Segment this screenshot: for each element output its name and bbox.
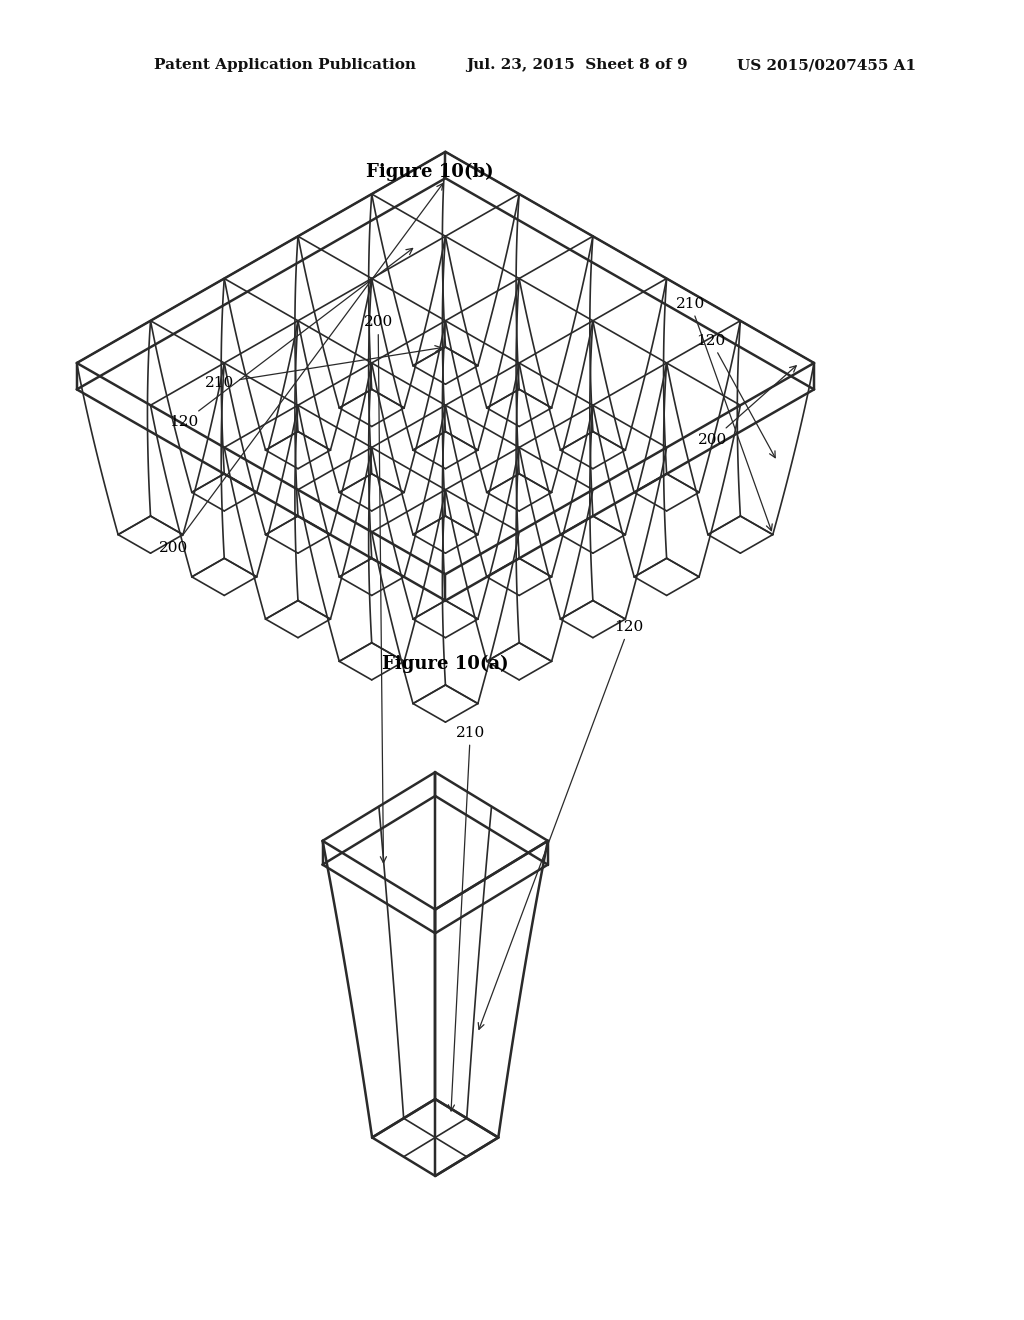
Text: 200: 200 <box>698 366 797 446</box>
Text: 210: 210 <box>205 346 441 389</box>
Text: 120: 120 <box>169 248 413 429</box>
Text: Figure 10(b): Figure 10(b) <box>367 162 494 181</box>
Text: Jul. 23, 2015  Sheet 8 of 9: Jul. 23, 2015 Sheet 8 of 9 <box>466 58 687 73</box>
Text: 120: 120 <box>696 334 775 458</box>
Text: 120: 120 <box>478 620 644 1030</box>
Text: 200: 200 <box>364 315 393 863</box>
Text: Patent Application Publication: Patent Application Publication <box>154 58 416 73</box>
Text: US 2015/0207455 A1: US 2015/0207455 A1 <box>737 58 916 73</box>
Text: 210: 210 <box>676 297 772 531</box>
Text: Figure 10(a): Figure 10(a) <box>382 655 509 673</box>
Text: 200: 200 <box>159 183 443 554</box>
Text: 210: 210 <box>449 726 485 1111</box>
